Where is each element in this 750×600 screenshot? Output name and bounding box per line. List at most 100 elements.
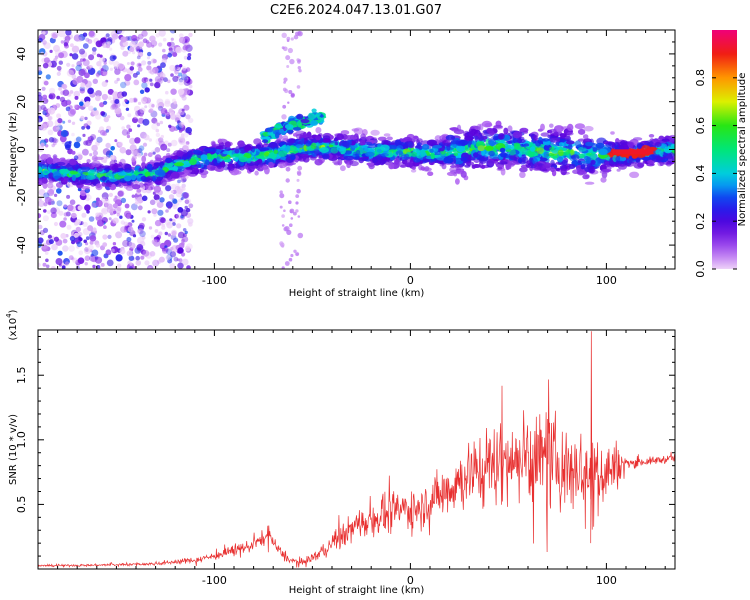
noise-blob [170, 183, 177, 190]
noise-blob [281, 214, 285, 218]
ridge-blob [80, 173, 87, 181]
noise-blob [138, 145, 145, 151]
noise-blob [148, 266, 152, 269]
y-axis-label: Frequency (Hz) [8, 112, 19, 188]
ridge-blob [544, 142, 551, 146]
ridge-blob [509, 149, 516, 156]
ridge-blob [589, 153, 597, 161]
noise-blob [105, 249, 112, 256]
ridge-blob [257, 158, 263, 164]
x-tick-label: -100 [202, 274, 227, 287]
ridge-blob [380, 144, 390, 151]
ridge-blob [570, 154, 580, 161]
noise-blob [179, 63, 183, 68]
noise-blob [167, 79, 171, 84]
noise-blob [108, 217, 112, 221]
noise-blob [85, 100, 91, 106]
noise-blob [124, 74, 132, 82]
noise-blob [160, 62, 166, 68]
noise-blob [133, 114, 138, 119]
ridge-blob [498, 133, 505, 140]
y-tick-label: 20 [15, 95, 28, 109]
noise-blob [171, 230, 177, 236]
ridge-blob [154, 169, 166, 176]
noise-blob [178, 36, 186, 44]
noise-blob [151, 239, 158, 245]
ridge-blob [410, 169, 417, 173]
noise-blob [92, 264, 96, 269]
ridge-blob [488, 150, 495, 157]
ridge-blob [295, 133, 304, 140]
noise-blob [147, 51, 152, 57]
noise-blob [136, 152, 142, 158]
ridge-blob [38, 166, 42, 174]
noise-blob [120, 36, 127, 43]
spectrogram-blobs [38, 30, 675, 269]
noise-blob [160, 108, 168, 115]
ridge-blob [49, 164, 57, 170]
noise-blob [126, 250, 133, 257]
ridge-blob [165, 157, 173, 164]
noise-blob [150, 234, 155, 239]
noise-blob [126, 62, 130, 65]
noise-blob [73, 232, 79, 238]
noise-blob [126, 213, 132, 219]
noise-blob [141, 96, 148, 104]
ridge-blob [668, 134, 675, 142]
ridge-blob [394, 157, 400, 165]
noise-blob [42, 40, 47, 45]
ridge-blob [513, 142, 520, 147]
ridge-blob [396, 145, 404, 152]
noise-blob [114, 195, 118, 199]
noise-blob [146, 56, 151, 60]
ridge-blob [342, 140, 350, 148]
ridge-blob [385, 156, 391, 162]
noise-blob [63, 212, 68, 217]
ridge-blob [616, 168, 621, 172]
noise-blob [119, 115, 125, 121]
noise-blob [85, 236, 90, 241]
noise-blob [93, 107, 97, 111]
ridge-blob [232, 153, 240, 157]
noise-blob [105, 129, 110, 133]
ridge-blob [372, 157, 379, 163]
noise-blob [87, 64, 92, 70]
noise-blob [57, 250, 63, 256]
noise-blob [80, 68, 87, 75]
colorbar: 0.0 0.2 0.4 0.6 0.8 Normalized spectral ampli… [694, 30, 748, 278]
ridge-blob [394, 139, 402, 147]
ridge-blob [125, 185, 134, 191]
ridge-blob [648, 154, 656, 160]
ridge-blob [404, 162, 414, 168]
ridge-peak [612, 149, 654, 155]
noise-blob [120, 226, 127, 233]
noise-blob [141, 235, 146, 240]
noise-blob [91, 47, 97, 52]
ridge-blob [284, 124, 294, 130]
noise-blob [129, 46, 135, 53]
noise-blob [172, 52, 178, 57]
noise-blob [53, 44, 60, 52]
noise-blob [165, 255, 171, 261]
noise-blob [188, 222, 193, 227]
noise-blob [63, 204, 67, 208]
ridge-blob [528, 141, 534, 146]
noise-blob [122, 50, 129, 57]
noise-blob [176, 188, 183, 195]
noise-blob [176, 258, 180, 262]
noise-blob [43, 80, 49, 86]
noise-blob [135, 45, 143, 53]
ridge-blob [387, 144, 398, 151]
noise-blob [101, 81, 108, 87]
noise-blob [107, 36, 113, 43]
ridge-blob [344, 150, 352, 155]
ridge-blob [582, 174, 590, 180]
noise-blob [88, 30, 96, 39]
noise-blob [56, 200, 63, 207]
ridge-blob [509, 154, 520, 161]
noise-blob [49, 60, 57, 68]
ridge-blob [203, 148, 214, 153]
noise-blob [120, 197, 127, 204]
ridge-blob [540, 123, 545, 131]
